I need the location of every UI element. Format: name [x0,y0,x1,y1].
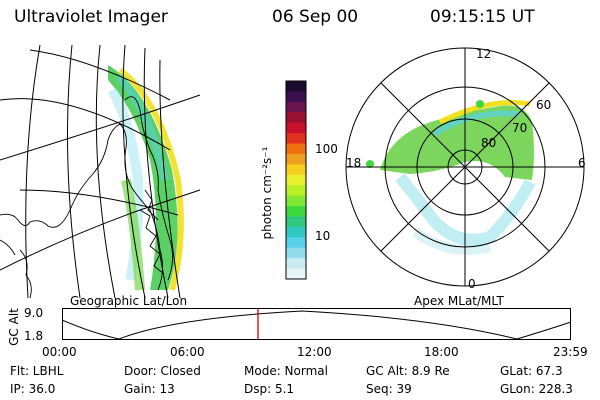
colorbar-segment [286,122,306,134]
info-dsp: Dsp: 5.1 [244,382,295,396]
altitude-ytick-1-8: 1.8 [24,329,44,343]
colorbar-segment [286,226,306,238]
mlat-label-60: 60 [536,98,552,112]
colorbar-segment [286,237,306,249]
colorbar-segment [286,195,306,207]
colorbar-segment [286,258,306,270]
altitude-plot [62,308,572,340]
colorbar-segment [286,185,306,197]
colorbar-tick-100: 100 [315,142,338,156]
mlat-label-80: 80 [481,136,497,150]
info-glat: GLat: 67.3 [500,364,563,378]
mlt-label-12: 12 [476,47,492,61]
info-glon: GLon: 228.3 [500,382,573,396]
mlt-label-0: 0 [468,277,476,291]
colorbar-segment [286,164,306,176]
lat-lon-grid [0,44,201,298]
info-ip: IP: 36.0 [10,382,56,396]
altitude-xtick-2359: 23:59 [553,345,588,359]
colorbar-segment [286,91,306,103]
geographic-map [0,44,201,298]
colorbar-tick-10: 10 [315,229,331,243]
colorbar-segment [286,133,306,145]
info-gcalt: GC Alt: 8.9 Re [366,364,450,378]
colorbar-segment [286,268,306,280]
instrument-title: Ultraviolet Imager [14,7,168,27]
geographic-aurora-band [107,65,184,291]
mlt-label-18: 18 [346,156,362,170]
mlt-label-6: 6 [578,156,586,170]
colorbar [285,80,307,280]
altitude-ytick-9: 9.0 [24,306,44,320]
colorbar-unit-label: photon cm⁻²s⁻¹ [260,146,274,240]
colorbar-segment [286,153,306,165]
colorbar-segment [286,174,306,186]
coastlines [0,96,173,298]
altitude-xtick-1800: 18:00 [424,345,459,359]
colorbar-segment [286,81,306,92]
altitude-ylabel: GC Alt [7,308,21,346]
colorbar-segment [286,247,306,259]
info-seq: Seq: 39 [366,382,412,396]
info-door: Door: Closed [124,364,201,378]
colorbar-segment [286,216,306,228]
time-label: 09:15:15 UT [430,7,535,27]
info-mode: Mode: Normal [244,364,328,378]
polar-map [345,47,585,287]
colorbar-segment [286,206,306,217]
altitude-xtick-0600: 06:00 [170,345,205,359]
apex-caption: Apex MLat/MLT [414,294,504,308]
mlat-label-70: 70 [512,121,528,135]
colorbar-segment [286,143,306,155]
colorbar-segment [286,101,306,113]
polar-grid [345,47,585,287]
date-label: 06 Sep 00 [272,7,359,27]
colorbar-segment [286,112,306,124]
altitude-xtick-1200: 12:00 [297,345,332,359]
info-flt: Flt: LBHL [10,364,64,378]
info-gain: Gain: 13 [124,382,175,396]
colorbar-gradient [286,81,306,280]
altitude-xtick-0000: 00:00 [42,345,77,359]
geographic-caption: Geographic Lat/Lon [70,294,188,308]
